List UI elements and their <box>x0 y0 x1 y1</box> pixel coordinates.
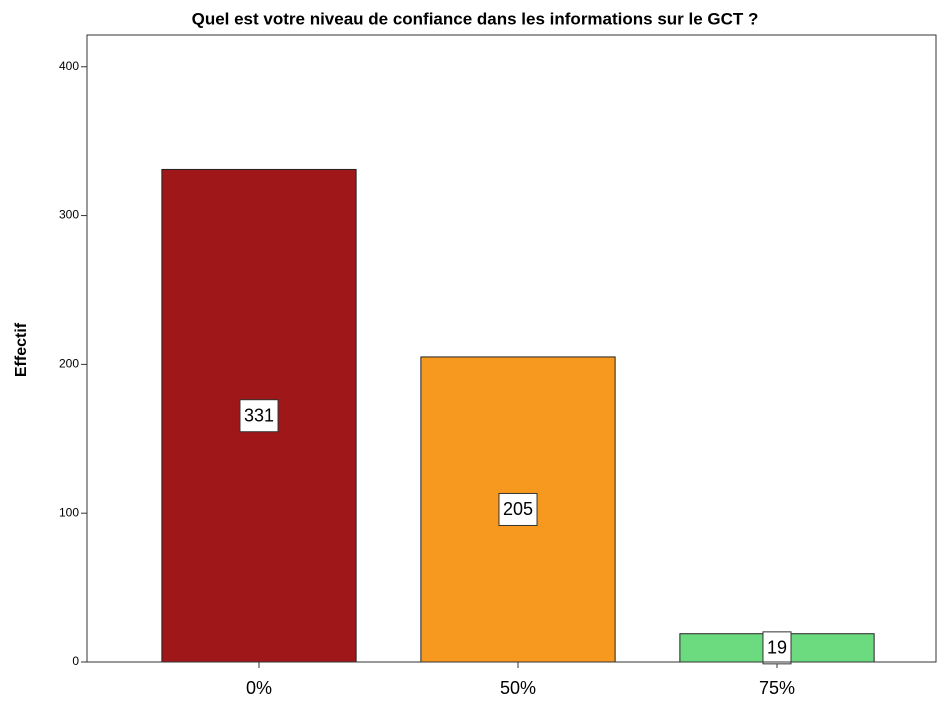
value-label-box <box>498 492 538 526</box>
y-tick-label: 400 <box>59 59 79 73</box>
value-label-box <box>239 399 279 433</box>
y-tick-label: 200 <box>59 357 79 371</box>
value-label-box <box>762 631 792 665</box>
value-label: 205 <box>503 499 533 519</box>
value-label: 19 <box>767 638 787 658</box>
x-tick-label: 0% <box>246 678 272 698</box>
y-tick-label: 300 <box>59 208 79 222</box>
value-label: 331 <box>244 405 274 425</box>
y-tick-label: 0 <box>72 654 79 668</box>
y-axis-label: Effectif <box>13 322 30 377</box>
y-tick-label: 100 <box>59 505 79 519</box>
chart-title: Quel est votre niveau de confiance dans … <box>192 9 759 28</box>
x-tick-label: 75% <box>759 678 795 698</box>
x-tick-label: 50% <box>500 678 536 698</box>
